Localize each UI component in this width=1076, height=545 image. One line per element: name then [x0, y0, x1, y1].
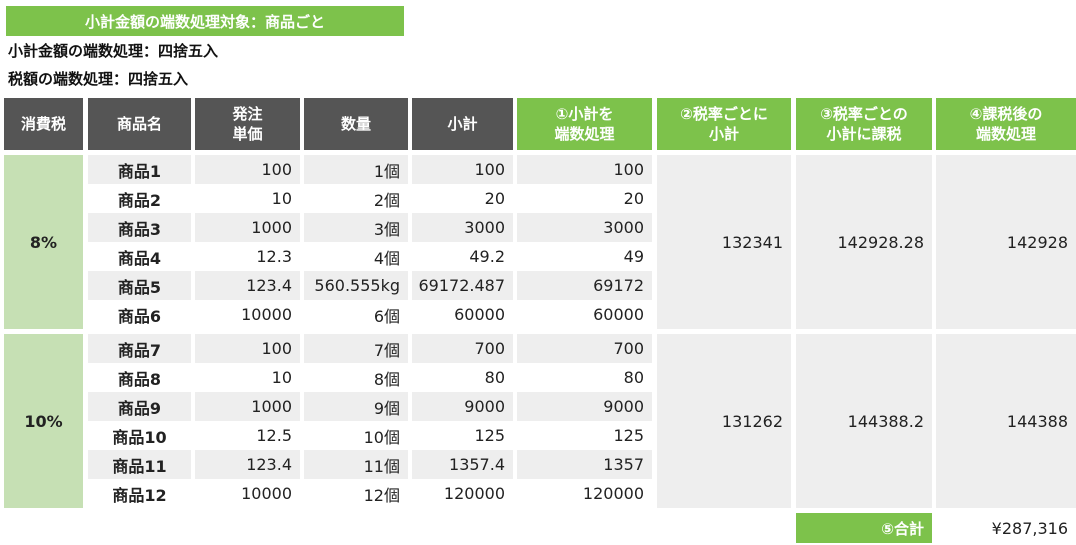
rate-subtotal-cell: 132341: [657, 155, 791, 329]
header-price-label: 発注 単価: [232, 105, 263, 143]
rounded-subtotal: 20: [623, 189, 644, 208]
unit-price: 12.3: [256, 247, 292, 266]
subtotal: 100: [412, 155, 513, 184]
quantity: 1個: [304, 155, 408, 184]
unit-price: 10000: [241, 305, 292, 324]
header-qty-label: 数量: [340, 115, 371, 133]
header-price: 発注 単価: [195, 98, 300, 150]
rounded-subtotal: 125: [613, 426, 644, 445]
unit-price: 10: [271, 368, 292, 387]
header-rate-subtotal: ②税率ごとに 小計: [657, 98, 791, 150]
quantity: 8個: [373, 369, 400, 389]
rounded-subtotal: 100: [517, 155, 652, 184]
header-taxed-subtotal-label: ③税率ごとの 小計に課税: [820, 105, 908, 143]
quantity: 10個: [363, 427, 400, 447]
quantity: 9個: [304, 392, 408, 421]
subtotal-rounding-note: 小計金額の端数処理：四捨五入: [8, 42, 219, 60]
rounded-subtotal: 9000: [517, 392, 652, 421]
subtotal: 80: [484, 368, 505, 387]
unit-price: 100: [195, 155, 300, 184]
product-name: 商品5: [88, 271, 191, 300]
tax-rate-cell: 10%: [4, 334, 83, 508]
rounded-subtotal: 80: [623, 368, 644, 387]
header-rate-subtotal-label: ②税率ごとに 小計: [680, 105, 768, 143]
quantity: 4個: [373, 248, 400, 268]
rounded-subtotal: 69172: [517, 271, 652, 300]
unit-price: 123.4: [195, 450, 300, 479]
subtotal: 120000: [443, 484, 505, 503]
rounded-subtotal: 49: [623, 247, 644, 266]
quantity: 12個: [363, 485, 400, 505]
taxed-rounded-cell: 142928: [936, 155, 1076, 329]
unit-price: 10000: [241, 484, 292, 503]
product-name: 商品1: [88, 155, 191, 184]
product-name: 商品7: [88, 334, 191, 363]
unit-price: 100: [195, 334, 300, 363]
header-tax-label: 消費税: [20, 115, 66, 133]
unit-price: 1000: [195, 213, 300, 242]
rounded-subtotal: 1357: [517, 450, 652, 479]
header-qty: 数量: [304, 98, 408, 150]
rate-subtotal-cell: 131262: [657, 334, 791, 508]
product-name: 商品2: [117, 190, 162, 210]
subtotal: 60000: [454, 305, 505, 324]
product-name: 商品12: [112, 485, 167, 505]
product-name: 商品11: [88, 450, 191, 479]
quantity: 2個: [373, 190, 400, 210]
subtotal: 700: [412, 334, 513, 363]
product-name: 商品4: [117, 248, 162, 268]
subtotal: 20: [484, 189, 505, 208]
header-name: 商品名: [88, 98, 191, 150]
rounded-subtotal: 700: [517, 334, 652, 363]
tax-rounding-note: 税額の端数処理：四捨五入: [8, 70, 189, 88]
unit-price: 10: [271, 189, 292, 208]
header-taxed-rounded-label: ④課税後の 端数処理: [969, 105, 1043, 143]
header-tax: 消費税: [4, 98, 83, 150]
subtotal: 9000: [412, 392, 513, 421]
quantity: 560.555kg: [304, 271, 408, 300]
header-taxed-rounded: ④課税後の 端数処理: [936, 98, 1076, 150]
tax-rate-cell: 8%: [4, 155, 83, 329]
taxed-subtotal-cell: 142928.28: [796, 155, 932, 329]
quantity: 3個: [304, 213, 408, 242]
product-name: 商品10: [112, 427, 167, 447]
total-value: ¥287,316: [991, 518, 1068, 538]
taxed-subtotal-cell: 144388.2: [796, 334, 932, 508]
header-rounded-subtotal-label: ①小計を 端数処理: [554, 105, 615, 143]
product-name: 商品8: [117, 369, 162, 389]
quantity: 11個: [304, 450, 408, 479]
unit-price: 12.5: [256, 426, 292, 445]
subtotal: 3000: [412, 213, 513, 242]
subtotal: 49.2: [469, 247, 505, 266]
total-label: ⑤合計: [796, 513, 932, 543]
subtotal: 69172.487: [412, 271, 513, 300]
rounded-subtotal: 120000: [582, 484, 644, 503]
product-name: 商品3: [88, 213, 191, 242]
rounded-subtotal: 3000: [517, 213, 652, 242]
quantity: 7個: [304, 334, 408, 363]
taxed-rounded-cell: 144388: [936, 334, 1076, 508]
unit-price: 1000: [195, 392, 300, 421]
unit-price: 123.4: [195, 271, 300, 300]
subtotal: 1357.4: [412, 450, 513, 479]
header-subtotal-label: 小計: [447, 115, 478, 133]
header-rounded-subtotal: ①小計を 端数処理: [517, 98, 652, 150]
header-taxed-subtotal: ③税率ごとの 小計に課税: [796, 98, 932, 150]
product-name: 商品9: [88, 392, 191, 421]
quantity: 6個: [373, 306, 400, 326]
rounded-subtotal: 60000: [593, 305, 644, 324]
header-subtotal: 小計: [412, 98, 513, 150]
title-banner: 小計金額の端数処理対象：商品ごと: [6, 6, 404, 36]
subtotal: 125: [474, 426, 505, 445]
header-name-label: 商品名: [116, 115, 162, 133]
product-name: 商品6: [117, 306, 162, 326]
